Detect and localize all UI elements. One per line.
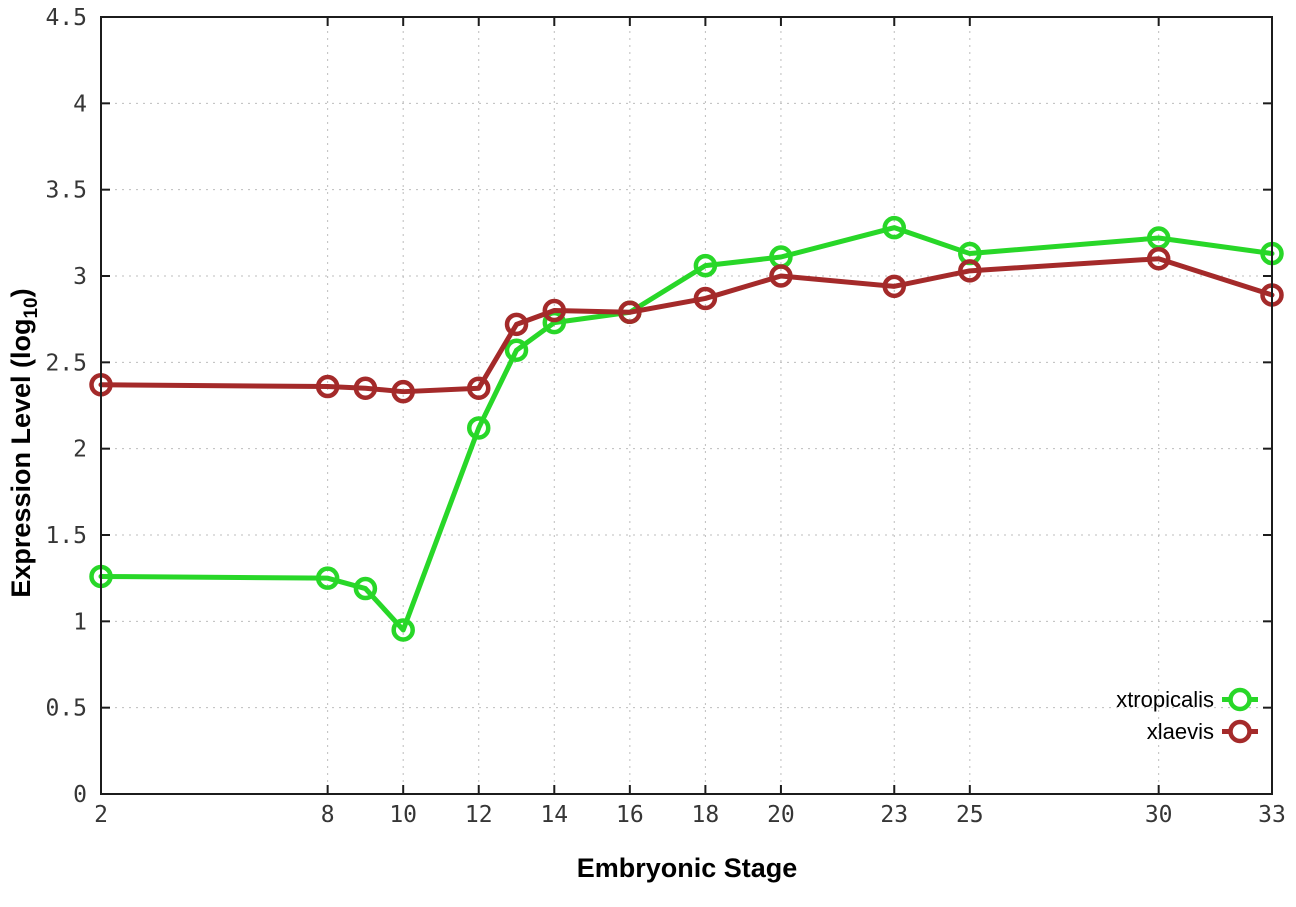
series-xtropicalis-marker <box>504 338 529 362</box>
series-xtropicalis-line <box>98 225 1275 633</box>
series-xlaevis-marker <box>1146 246 1171 271</box>
y-axis-title-end: ) <box>6 288 36 297</box>
series-xtropicalis-marker <box>353 576 378 601</box>
tick-label-layer: 2 8 10 12 14 16 18 20 23 25 30 33 0 0.5 1 1.5 2 2.5 3 3.5 4 4… <box>45 5 1285 828</box>
x-tick-label-25: 25 <box>956 802 984 828</box>
series-xtropicalis-marker <box>391 618 415 642</box>
y-tick-label-0: 0 <box>73 782 87 808</box>
series-xlaevis-marker <box>882 274 907 299</box>
legend-marker-xlaevis <box>1228 719 1252 744</box>
y-tick-label-3: 3 <box>73 264 87 290</box>
x-tick-label-30: 30 <box>1145 802 1173 828</box>
y-axis-title-main: Expression Level (log <box>6 319 36 598</box>
legend-label-xtropicalis: xtropicalis <box>1116 687 1214 712</box>
y-tick-label-1.5: 1.5 <box>45 523 87 549</box>
series-xlaevis-marker <box>618 300 642 325</box>
x-tick-label-33: 33 <box>1258 802 1286 828</box>
series-xlaevis-marker <box>353 376 378 400</box>
series-xlaevis-marker <box>542 298 567 323</box>
y-tick-label-4: 4 <box>73 91 87 117</box>
legend-marker-xtropicalis <box>1228 687 1252 712</box>
y-axis-title: Expression Level (log10) <box>6 288 42 597</box>
series-xtropicalis-marker <box>882 215 907 240</box>
x-tick-label-12: 12 <box>465 802 493 828</box>
series-layer <box>89 215 1284 642</box>
y-tick-label-2.5: 2.5 <box>45 350 87 376</box>
series-xlaevis-marker <box>391 379 415 404</box>
series-xtropicalis-marker <box>466 416 491 440</box>
series-xlaevis-marker <box>769 264 793 288</box>
y-tick-label-3.5: 3.5 <box>45 178 87 204</box>
series-xlaevis-marker <box>466 376 491 400</box>
series-xtropicalis-marker <box>693 253 718 278</box>
x-tick-label-2: 2 <box>94 802 108 828</box>
series-xlaevis-line <box>98 256 1275 395</box>
legend-label-xlaevis: xlaevis <box>1147 719 1214 744</box>
y-tick-label-2: 2 <box>73 437 87 463</box>
series-xlaevis-marker <box>315 374 340 399</box>
y-tick-label-0.5: 0.5 <box>45 696 87 722</box>
series-xlaevis-marker <box>958 259 982 283</box>
x-tick-label-20: 20 <box>767 802 795 828</box>
series-xtropicalis-marker <box>315 566 340 590</box>
y-tick-label-4.5: 4.5 <box>45 5 87 31</box>
series-xlaevis-marker <box>693 286 718 311</box>
x-tick-label-18: 18 <box>692 802 720 828</box>
y-axis-title-subscript: 10 <box>21 297 42 318</box>
x-tick-label-16: 16 <box>616 802 644 828</box>
x-axis-title: Embryonic Stage <box>577 853 798 883</box>
x-tick-label-14: 14 <box>540 802 568 828</box>
axis-layer <box>100 16 1273 795</box>
x-tick-label-23: 23 <box>880 802 908 828</box>
grid-layer <box>101 17 1272 794</box>
plot-border <box>100 16 1273 795</box>
y-tick-label-1: 1 <box>73 609 87 635</box>
series-xlaevis-marker <box>504 312 529 337</box>
x-tick-label-10: 10 <box>389 802 417 828</box>
legend: xtropicalis xlaevis <box>1116 687 1258 744</box>
x-tick-label-8: 8 <box>321 802 335 828</box>
